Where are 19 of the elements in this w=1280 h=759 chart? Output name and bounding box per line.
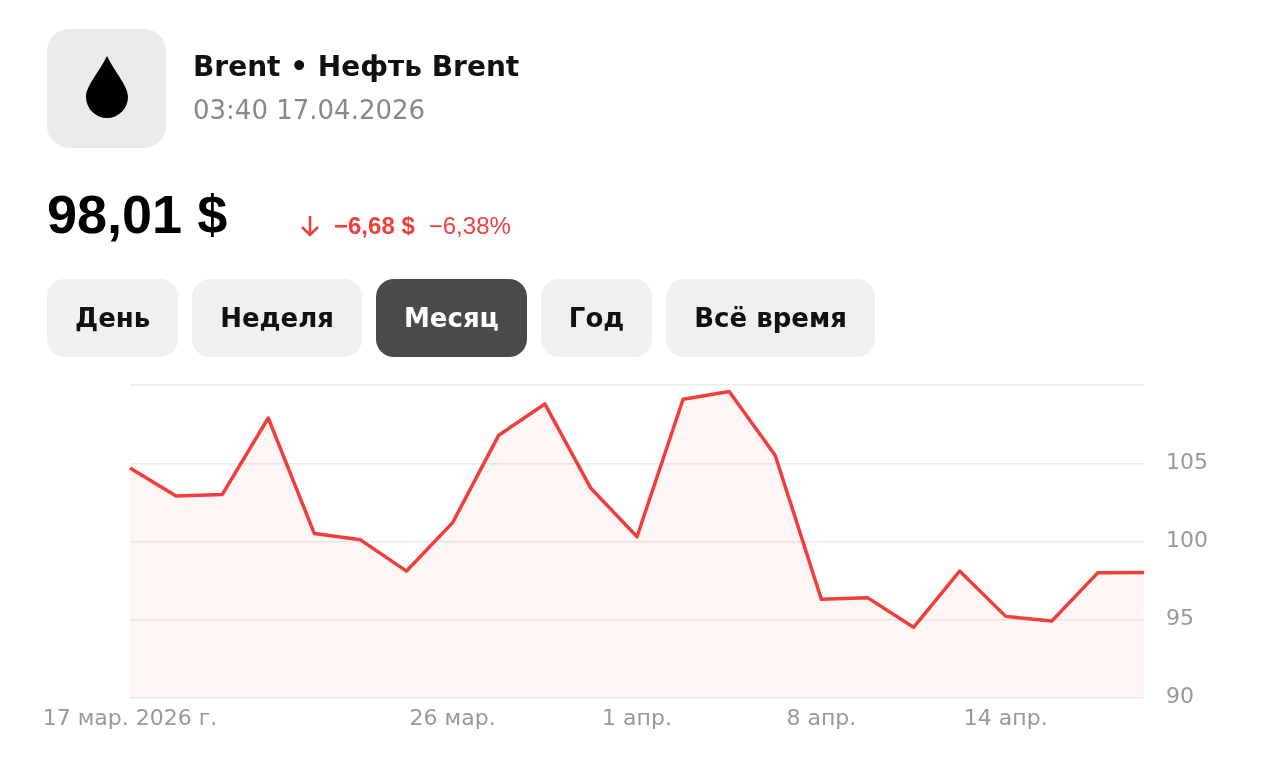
- text: −6,68 $: [334, 212, 415, 240]
- chart-title: Brent • Нефть Brent: [193, 50, 520, 83]
- text: День: [47, 279, 179, 357]
- y-tick-label: 105: [1166, 449, 1209, 475]
- text: 98,01 $: [47, 183, 228, 245]
- y-tick-label: 90: [1166, 683, 1195, 709]
- text: Всё время: [666, 279, 875, 357]
- text: Месяц: [375, 279, 527, 357]
- x-tick-label: 26 мар.: [409, 704, 496, 730]
- x-tick-label: 14 апр.: [963, 704, 1048, 730]
- text: −6,38%: [428, 212, 511, 240]
- x-tick-label: 8 апр.: [786, 704, 857, 730]
- text: Год: [540, 279, 653, 357]
- x-tick-label: 17 мар. 2026 г.: [42, 704, 218, 730]
- chart-subtitle: 03:40 17.04.2026: [193, 95, 426, 125]
- y-tick-label: 100: [1166, 527, 1209, 553]
- x-tick-label: 1 апр.: [602, 704, 672, 730]
- y-tick-label: 95: [1166, 605, 1195, 631]
- text: Неделя: [192, 279, 362, 357]
